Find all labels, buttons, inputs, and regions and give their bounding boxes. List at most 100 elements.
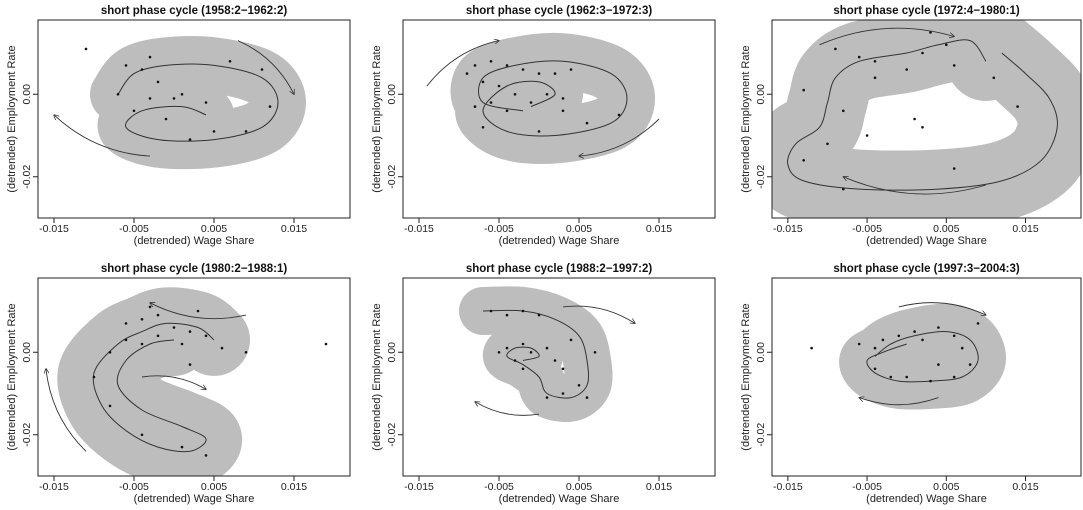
- data-point: [937, 363, 940, 366]
- data-point: [505, 64, 509, 67]
- data-point: [802, 88, 805, 92]
- plot-frame: [402, 19, 716, 219]
- cycle-curve: [787, 39, 1058, 191]
- data-point: [921, 338, 924, 342]
- data-point: [577, 384, 581, 387]
- data-point: [921, 126, 924, 129]
- data-point: [188, 138, 192, 141]
- data-point: [156, 80, 160, 84]
- data-point: [553, 359, 557, 362]
- plot-frame: [771, 19, 1082, 219]
- data-point: [521, 309, 525, 313]
- y-tick-label: 0.00: [21, 342, 33, 363]
- data-point: [244, 351, 248, 354]
- data-point: [569, 68, 573, 71]
- data-point: [108, 404, 112, 408]
- x-tick-label: 0.005: [933, 223, 959, 235]
- x-tick-label: -0.005: [119, 223, 149, 235]
- x-tick-label: 0.005: [933, 481, 959, 493]
- data-point: [473, 64, 477, 67]
- data-point: [148, 55, 152, 59]
- data-point: [952, 334, 956, 338]
- data-point: [585, 396, 589, 399]
- data-point: [537, 72, 541, 75]
- data-point: [140, 68, 144, 71]
- data-point: [489, 60, 493, 63]
- direction-arrow: [141, 375, 206, 390]
- data-point: [481, 80, 485, 84]
- chart-title: short phase cycle (1958:2−1962:2): [101, 5, 288, 17]
- direction-arrow: [819, 27, 955, 46]
- data-point: [810, 346, 813, 350]
- data-point: [881, 338, 885, 342]
- x-tick-label: 0.005: [566, 223, 592, 235]
- confidence-band: [90, 36, 306, 170]
- plot-area: [459, 286, 635, 423]
- data-point: [188, 330, 192, 333]
- data-point: [204, 454, 208, 457]
- chart-title: short phase cycle (1972:4−1980:1): [833, 5, 1020, 17]
- data-point: [842, 187, 845, 191]
- data-point: [952, 64, 956, 67]
- chart-panel-6: -0.015 -0.005 0.005 0.015 -0.02 0.00 short pha…: [740, 263, 1082, 505]
- x-tick-label: -0.015: [773, 481, 803, 493]
- cycle-curve: [117, 63, 279, 142]
- data-point: [244, 130, 248, 133]
- data-point: [180, 342, 184, 346]
- data-point: [489, 309, 493, 313]
- data-point: [976, 322, 980, 325]
- data-point: [228, 60, 232, 63]
- data-point: [140, 342, 144, 346]
- data-point: [842, 109, 845, 113]
- data-point: [521, 367, 525, 371]
- data-point: [529, 101, 533, 104]
- data-point: [537, 313, 541, 317]
- y-axis-label: (detrended) Employment Rate: [740, 303, 752, 450]
- x-axis-label: (detrended) Wage Share: [134, 235, 255, 247]
- data-point: [513, 93, 517, 96]
- data-point: [873, 346, 877, 350]
- x-tick-label: 0.015: [1012, 481, 1038, 493]
- x-tick-label: -0.015: [773, 223, 803, 235]
- x-tick-label: 0.005: [566, 481, 592, 493]
- cycle-curve: [478, 60, 628, 137]
- data-point: [529, 351, 533, 354]
- data-point: [960, 346, 964, 350]
- data-point: [505, 346, 509, 350]
- data-point: [569, 338, 573, 342]
- data-point: [84, 47, 88, 51]
- cycle-curve: [92, 322, 215, 453]
- data-point: [148, 97, 152, 100]
- data-point: [561, 97, 565, 100]
- direction-arrow: [859, 398, 939, 406]
- y-axis-label: (detrended) Employment Rate: [740, 45, 752, 192]
- chart-panel-5: -0.015 -0.005 0.005 0.015 -0.02 0.00 short pha…: [371, 263, 716, 505]
- direction-arrow: [562, 305, 635, 323]
- y-axis-label: (detrended) Employment Rate: [371, 45, 383, 192]
- data-point: [116, 93, 120, 96]
- x-tick-label: 0.015: [281, 223, 307, 235]
- y-tick-label: -0.02: [21, 423, 33, 447]
- data-point: [156, 313, 160, 317]
- direction-arrow: [843, 177, 987, 195]
- direction-arrow: [46, 369, 87, 452]
- data-point: [897, 334, 901, 338]
- chart-title: short phase cycle (1962:3−1972:3): [466, 5, 653, 17]
- chart-panel-4: -0.015 -0.005 0.005 0.015 -0.02 0.00 short pha…: [6, 263, 351, 505]
- plot-area: [46, 287, 328, 476]
- data-point: [172, 97, 176, 100]
- data-point: [593, 351, 597, 354]
- x-axis-label: (detrended) Wage Share: [866, 235, 987, 247]
- data-point: [260, 68, 264, 71]
- data-point: [220, 346, 224, 350]
- y-tick-label: 0.00: [755, 342, 767, 363]
- data-point: [873, 76, 877, 80]
- data-point: [473, 105, 477, 108]
- data-point: [196, 309, 200, 313]
- x-tick-label: -0.015: [39, 223, 69, 235]
- data-point: [952, 167, 956, 170]
- data-point: [108, 351, 112, 354]
- data-point: [921, 51, 924, 55]
- data-point: [497, 84, 501, 88]
- x-tick-label: -0.015: [39, 481, 69, 493]
